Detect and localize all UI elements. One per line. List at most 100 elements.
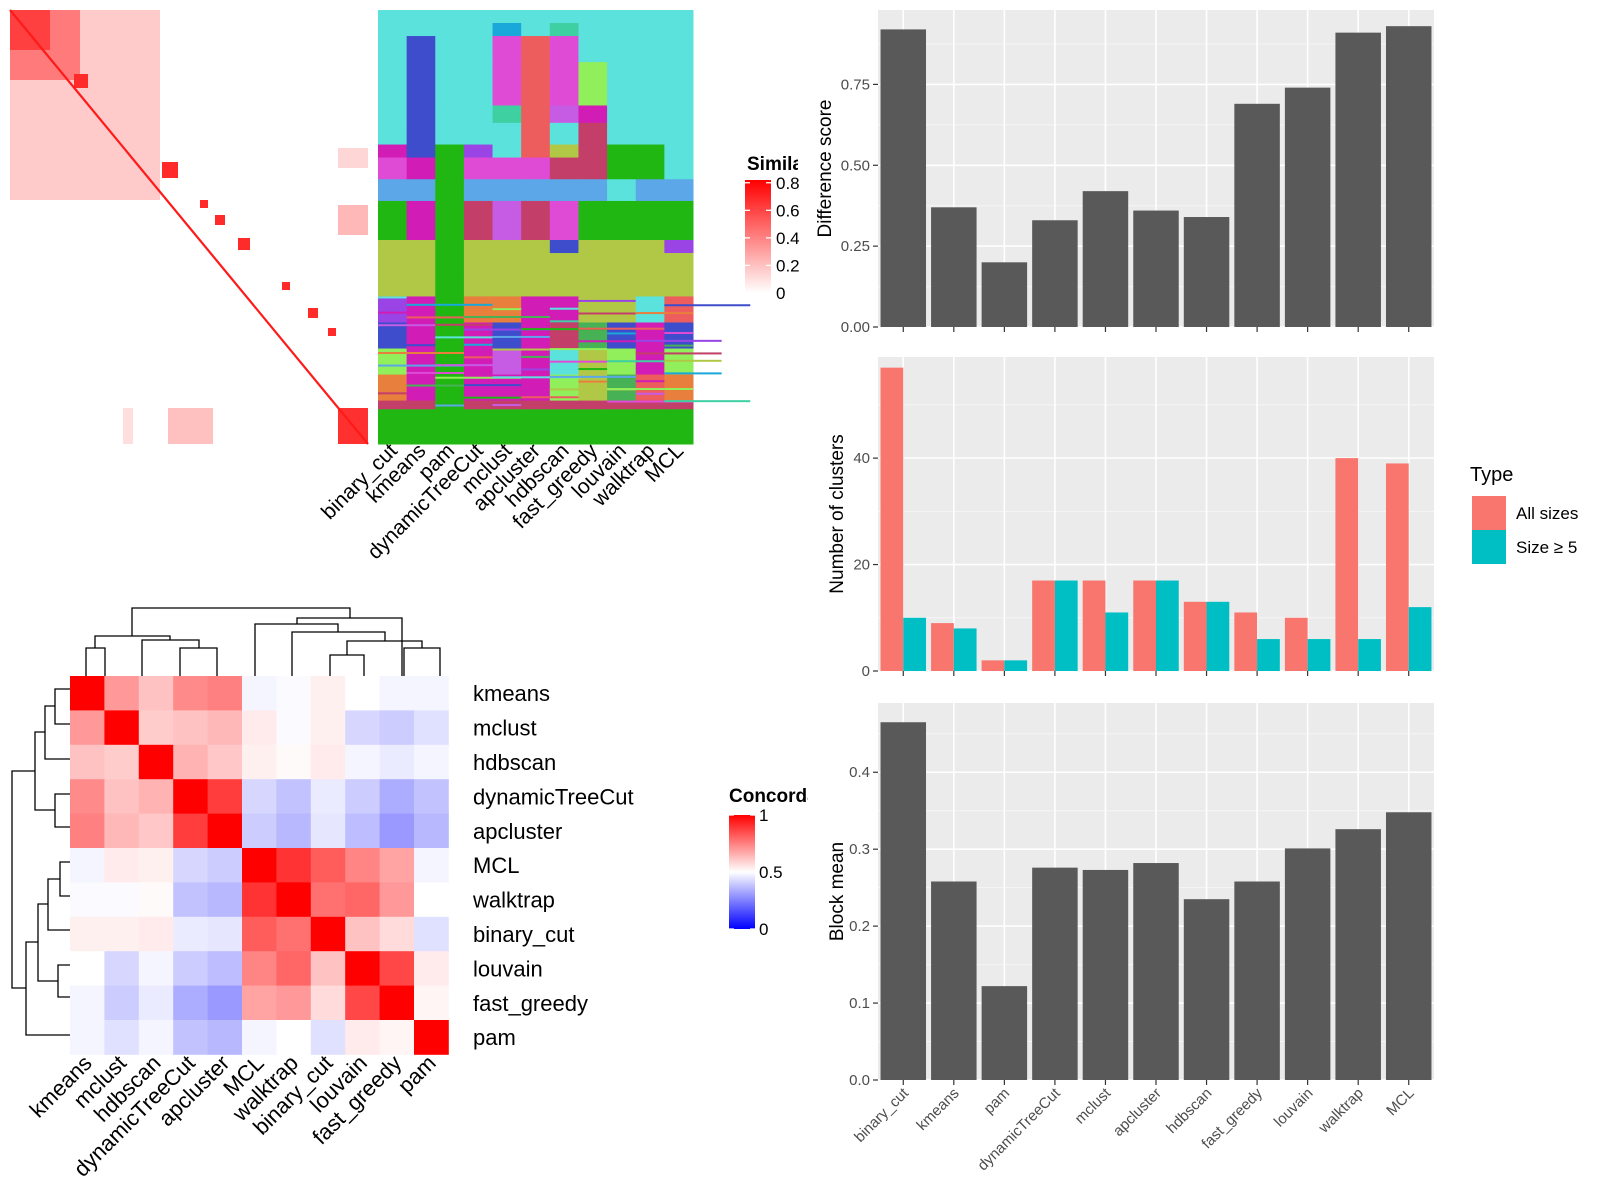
concordance-cell xyxy=(173,882,208,918)
class-stripe xyxy=(435,364,522,367)
class-cell xyxy=(521,10,551,24)
class-stripe xyxy=(435,323,493,326)
class-stripe xyxy=(492,308,522,311)
concordance-cell xyxy=(310,848,346,883)
y-tick-label: 0.3 xyxy=(849,841,870,858)
concordance-cell xyxy=(379,882,415,918)
class-cell xyxy=(378,409,408,445)
concordance-cell xyxy=(70,1020,105,1055)
class-cell xyxy=(664,374,694,402)
concordance-cell xyxy=(379,779,415,814)
concordance-cell xyxy=(242,882,277,918)
concordance-cell xyxy=(173,1020,208,1055)
bar-panel: 0 20 40 Number of clusters xyxy=(827,357,1434,680)
concordance-cell xyxy=(276,1020,312,1055)
concordance-cell xyxy=(276,813,312,849)
bar xyxy=(981,262,1028,327)
bar xyxy=(1082,869,1129,1080)
class-cell xyxy=(521,144,551,159)
concordance-cell xyxy=(414,676,449,711)
class-stripe xyxy=(378,364,464,367)
concordance-cell xyxy=(345,813,380,849)
concordance-cell xyxy=(173,813,208,849)
concordance-heatmap xyxy=(70,676,449,1055)
class-cell xyxy=(406,179,436,202)
class-cell xyxy=(664,122,694,146)
type-legend-label: All sizes xyxy=(1516,504,1578,523)
class-stripe xyxy=(378,351,464,354)
bar xyxy=(1082,191,1129,327)
concordance-row-label: mclust xyxy=(473,716,537,741)
concordance-cell xyxy=(173,848,208,883)
concordance-cell xyxy=(276,985,312,1021)
similarity-legend-tick: 0.4 xyxy=(776,229,800,248)
concordance-cell xyxy=(345,1020,380,1055)
class-stripe xyxy=(664,304,751,307)
concordance-cell xyxy=(310,710,346,746)
bar xyxy=(1234,881,1280,1080)
class-cell xyxy=(378,62,408,106)
concordance-cell xyxy=(414,779,449,814)
class-cell xyxy=(492,144,522,159)
class-stripe xyxy=(463,328,550,331)
class-cell xyxy=(635,144,665,159)
class-cell xyxy=(607,105,637,124)
class-cell xyxy=(435,157,465,180)
class-stripe xyxy=(578,327,665,330)
class-cell xyxy=(521,240,551,254)
concordance-cell xyxy=(414,710,449,746)
x-tick-label: hdbscan xyxy=(1163,1085,1215,1137)
similarity-diagonal xyxy=(9,9,369,445)
class-cell xyxy=(635,274,665,297)
bar xyxy=(1032,867,1078,1080)
class-cell xyxy=(378,36,408,63)
class-stripe xyxy=(607,388,693,391)
class-cell xyxy=(406,36,436,63)
bar xyxy=(1385,463,1409,671)
class-cell xyxy=(492,157,522,180)
concordance-legend-title: Concordance xyxy=(729,786,850,807)
concordance-cell xyxy=(104,676,140,711)
class-cell xyxy=(635,374,665,402)
concordance-cell xyxy=(242,985,277,1021)
concordance-cell xyxy=(104,710,140,746)
concordance-cell xyxy=(104,951,140,986)
concordance-cell xyxy=(104,882,140,918)
bar xyxy=(1335,458,1359,671)
concordance-cell xyxy=(310,779,346,814)
class-cell xyxy=(607,144,637,159)
class-cell xyxy=(521,274,551,297)
concordance-cell xyxy=(310,813,346,849)
bar xyxy=(1032,220,1078,327)
class-cell xyxy=(521,23,551,37)
class-cell xyxy=(607,374,637,402)
similarity-block xyxy=(74,74,88,88)
class-stripe xyxy=(378,324,436,327)
x-tick-label: walktrap xyxy=(1315,1085,1367,1137)
y-axis-label: Block mean xyxy=(827,842,848,941)
class-stripe xyxy=(463,343,493,346)
class-cell xyxy=(378,144,408,159)
class-cell xyxy=(463,144,494,159)
class-cell xyxy=(406,105,436,124)
concordance-row-label: dynamicTreeCut xyxy=(473,784,634,809)
bar xyxy=(880,367,904,671)
concordance-cell xyxy=(242,1020,277,1055)
class-stripe xyxy=(521,368,550,371)
similarity-block xyxy=(308,308,318,318)
concordance-cell xyxy=(70,916,105,952)
class-cell xyxy=(463,296,494,323)
class-stripe xyxy=(664,332,693,335)
concordance-row-label: MCL xyxy=(473,853,519,878)
y-tick-label: 0.75 xyxy=(841,76,870,93)
class-cell xyxy=(492,122,522,146)
bar xyxy=(1156,580,1179,671)
concordance-row-label: fast_greedy xyxy=(473,991,588,1016)
class-cell xyxy=(406,144,436,159)
class-cell xyxy=(521,400,551,410)
class-cell xyxy=(607,23,637,37)
concordance-cell xyxy=(242,779,277,814)
bar xyxy=(1284,848,1331,1080)
